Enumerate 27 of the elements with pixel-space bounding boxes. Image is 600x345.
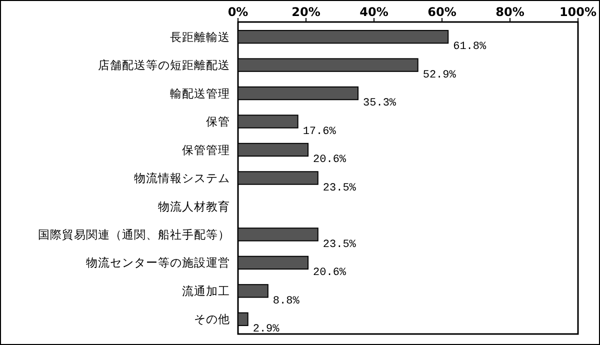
- data-label: 23.5%: [322, 238, 356, 251]
- data-label: 35.3%: [363, 98, 396, 110]
- y-tick-label: 保管: [206, 114, 230, 129]
- x-tick-label: 0%: [228, 5, 248, 19]
- y-tick-label: 流通加工: [182, 284, 230, 298]
- data-label: 61.8%: [453, 41, 487, 54]
- x-tick-label: 80%: [496, 5, 524, 19]
- y-tick-label: 物流センター等の施設運営: [86, 256, 230, 270]
- data-label: 17.6%: [302, 126, 336, 138]
- y-tick-label: 店舗配送等の短距離配送: [98, 58, 230, 72]
- y-tick-label: 物流情報システム: [134, 171, 230, 186]
- data-label: 23.5%: [322, 182, 356, 194]
- data-label: 52.9%: [422, 69, 456, 82]
- y-tick-label: 輸配送管理: [170, 86, 230, 100]
- x-tick-label: 100%: [559, 5, 597, 19]
- x-tick-label: 60%: [428, 5, 456, 19]
- data-label: 20.6%: [313, 267, 346, 280]
- data-label: 8.8%: [272, 295, 300, 308]
- y-tick-label: 国際貿易関連（通関、船社手配等）: [38, 227, 230, 242]
- x-tick-label: 20%: [292, 5, 320, 19]
- y-tick-label: 長距離輸送: [170, 30, 230, 44]
- y-tick-label: 物流人材教育: [158, 199, 230, 214]
- data-label: 2.9%: [252, 324, 280, 336]
- data-label: 20.6%: [313, 154, 346, 166]
- y-tick-label: 保管管理: [182, 142, 230, 157]
- x-tick-label: 40%: [360, 5, 388, 19]
- y-tick-label: その他: [194, 312, 230, 326]
